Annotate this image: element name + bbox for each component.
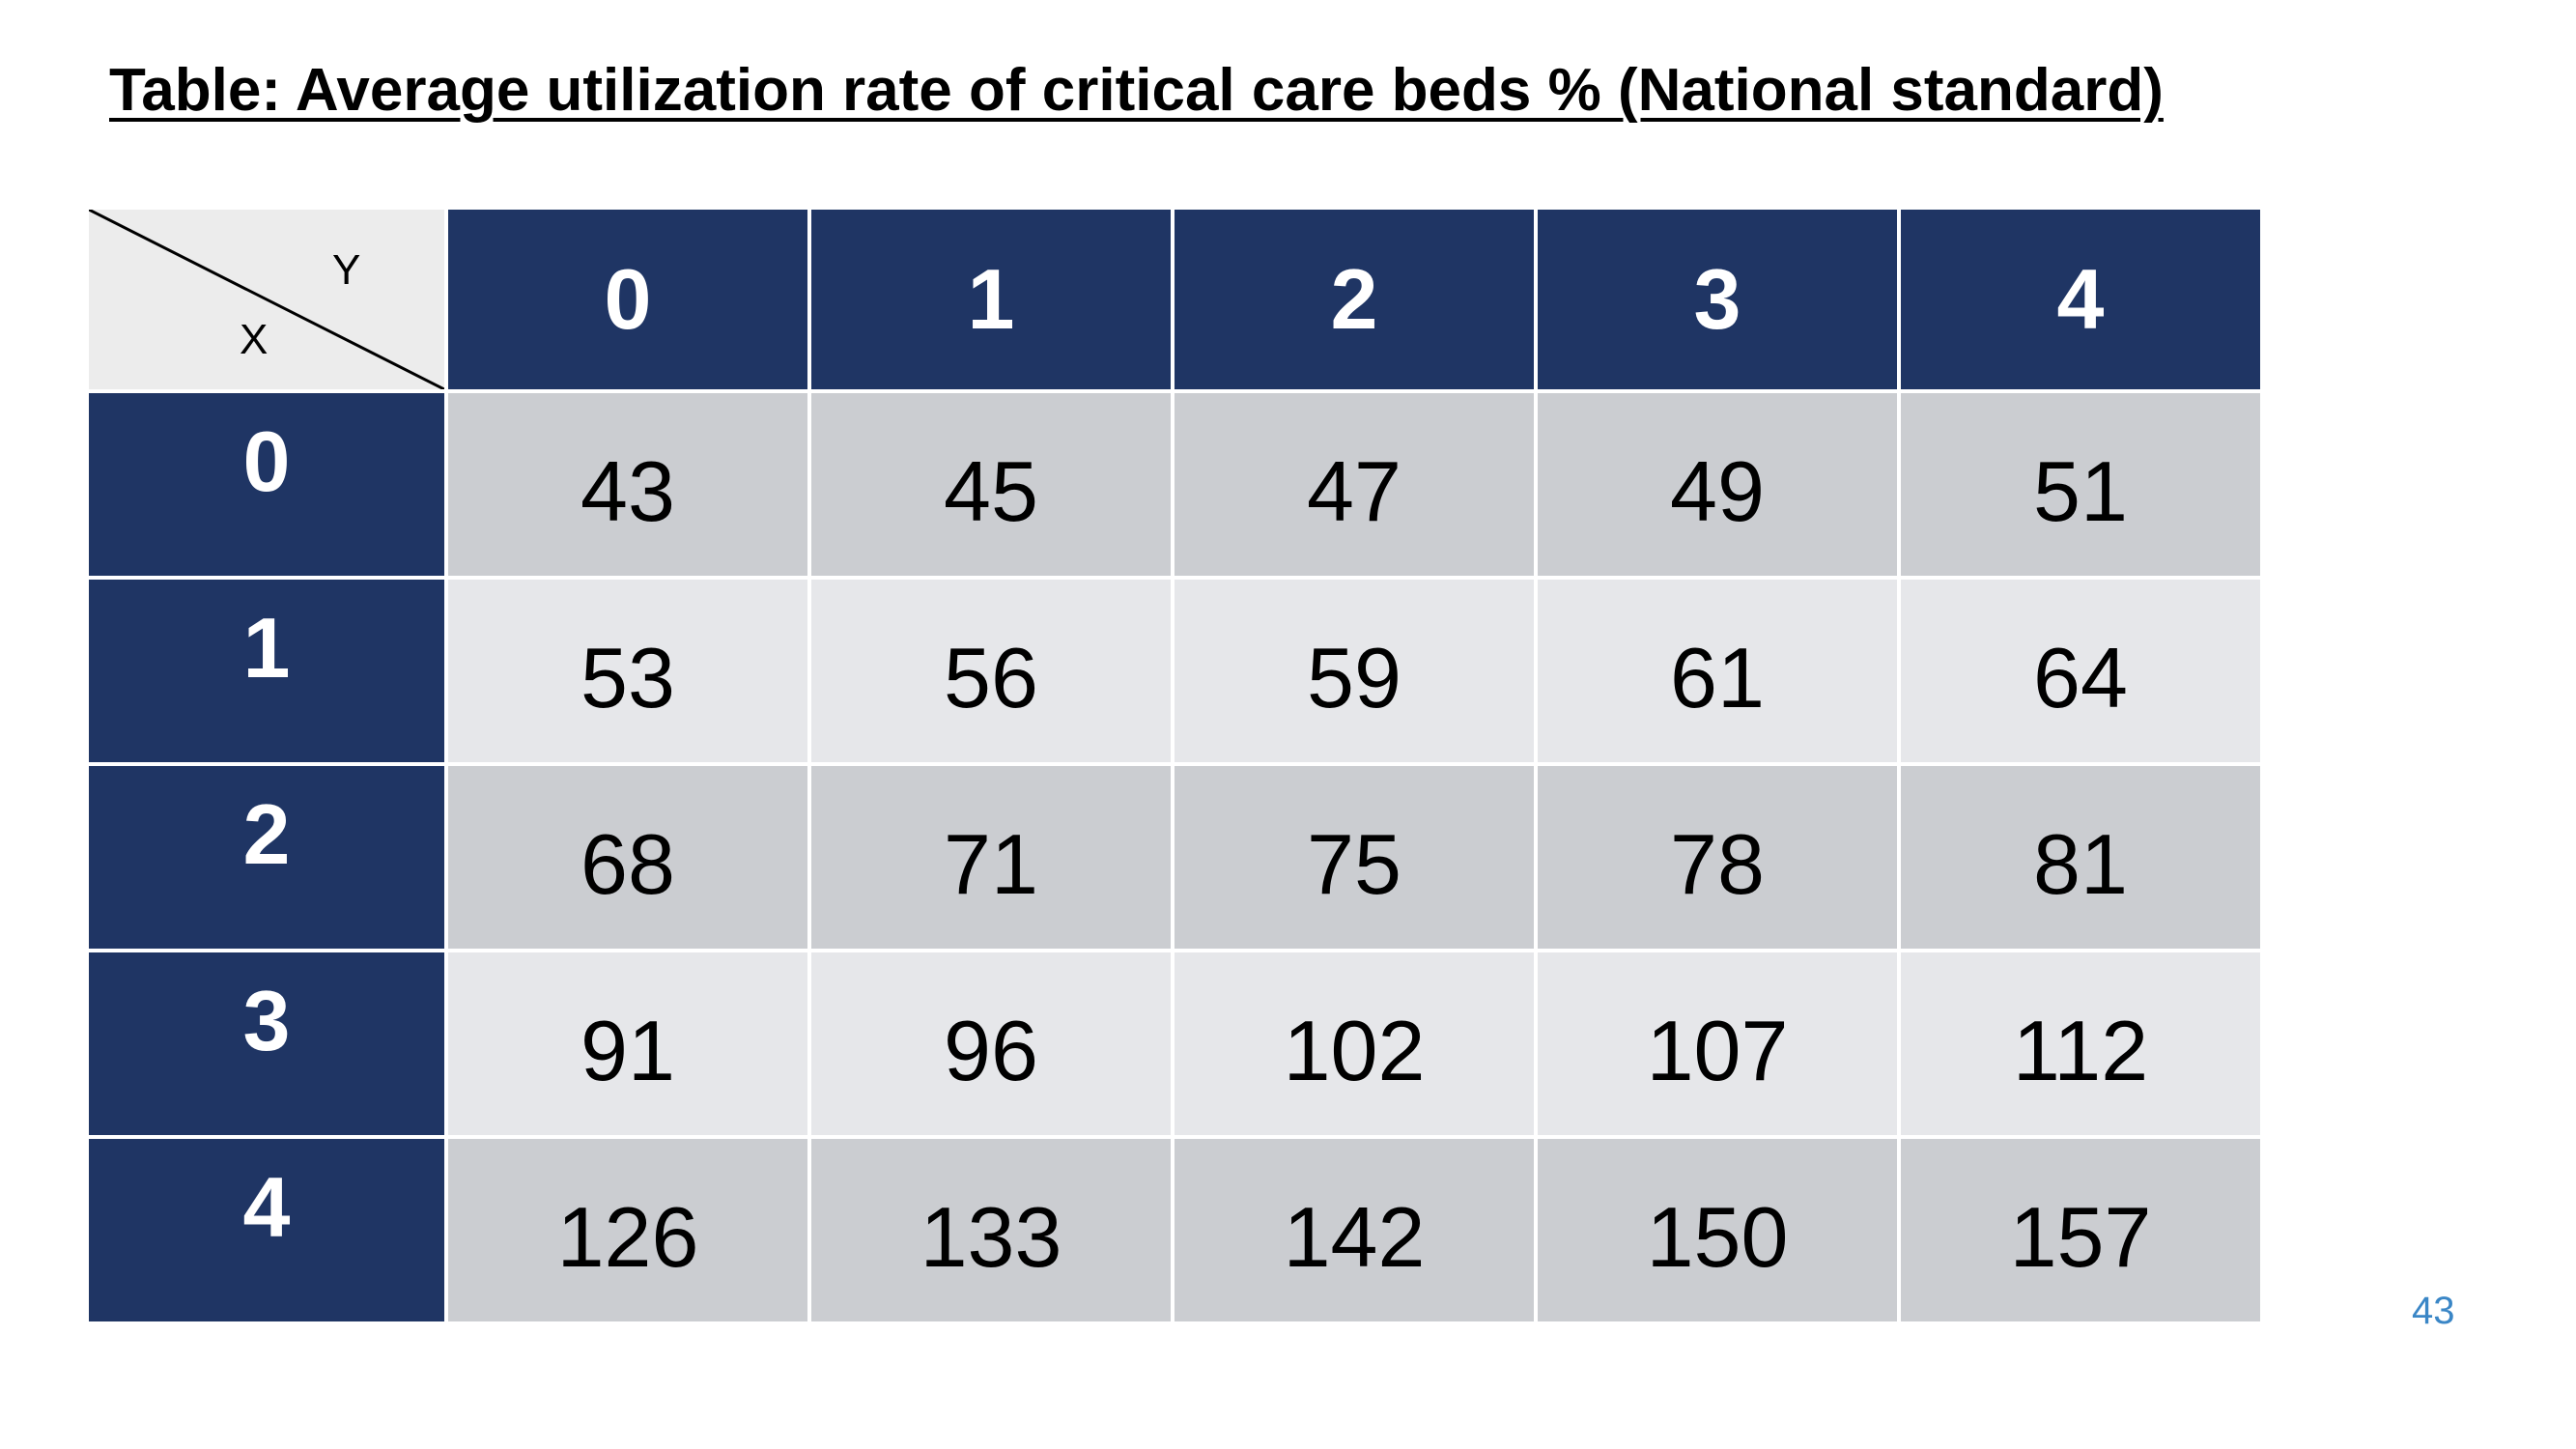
- table-cell-x3-y1: 96: [811, 952, 1171, 1135]
- diagonal-divider: [89, 210, 444, 389]
- table-cell-x0-y2: 47: [1175, 393, 1534, 576]
- table-cell-x2-y3: 78: [1538, 766, 1897, 949]
- table-cell-x0-y3: 49: [1538, 393, 1897, 576]
- table-cell-x1-y3: 61: [1538, 580, 1897, 762]
- table-cell-x1-y4: 64: [1901, 580, 2260, 762]
- table-cell-x0-y0: 43: [448, 393, 807, 576]
- table-cell-x0-y4: 51: [1901, 393, 2260, 576]
- row-header-2: 2: [89, 766, 444, 949]
- row-header-4: 4: [89, 1139, 444, 1321]
- page-number: 43: [2412, 1290, 2455, 1332]
- table-cell-x1-y0: 53: [448, 580, 807, 762]
- table-cell-x3-y4: 112: [1901, 952, 2260, 1135]
- column-header-3: 3: [1538, 210, 1897, 389]
- corner-header-cell: Y X: [89, 210, 444, 389]
- table-cell-x2-y4: 81: [1901, 766, 2260, 949]
- table-cell-x0-y1: 45: [811, 393, 1171, 576]
- column-axis-label: Y: [332, 246, 361, 294]
- table-cell-x2-y1: 71: [811, 766, 1171, 949]
- table-cell-x4-y0: 126: [448, 1139, 807, 1321]
- row-header-0: 0: [89, 393, 444, 576]
- table-cell-x1-y2: 59: [1175, 580, 1534, 762]
- table-cell-x4-y3: 150: [1538, 1139, 1897, 1321]
- table-cell-x2-y2: 75: [1175, 766, 1534, 949]
- row-axis-label: X: [240, 316, 269, 363]
- column-header-2: 2: [1175, 210, 1534, 389]
- table-cell-x3-y0: 91: [448, 952, 807, 1135]
- column-header-4: 4: [1901, 210, 2260, 389]
- table-title: Table: Average utilization rate of criti…: [109, 57, 2164, 124]
- table-cell-x2-y0: 68: [448, 766, 807, 949]
- utilization-table: Y X 0 1 2 3 4 0 43 45 47 49 51 1 53 56 59 61 64 2 68 71 75 78…: [89, 210, 2260, 1321]
- table-cell-x1-y1: 56: [811, 580, 1171, 762]
- table-cell-x3-y2: 102: [1175, 952, 1534, 1135]
- column-header-1: 1: [811, 210, 1171, 389]
- table-cell-x4-y1: 133: [811, 1139, 1171, 1321]
- table-cell-x3-y3: 107: [1538, 952, 1897, 1135]
- column-header-0: 0: [448, 210, 807, 389]
- row-header-1: 1: [89, 580, 444, 762]
- table-cell-x4-y4: 157: [1901, 1139, 2260, 1321]
- table-cell-x4-y2: 142: [1175, 1139, 1534, 1321]
- row-header-3: 3: [89, 952, 444, 1135]
